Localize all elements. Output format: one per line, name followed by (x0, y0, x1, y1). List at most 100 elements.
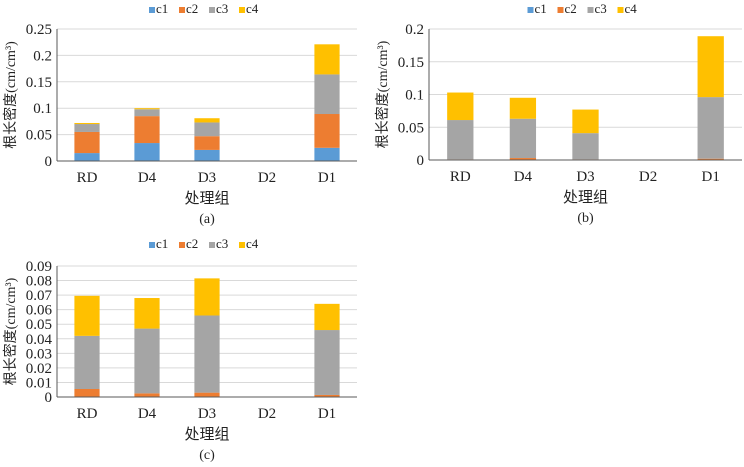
bar-D3-c2 (194, 392, 220, 397)
legend-label: c2 (565, 1, 577, 16)
y-tick-label: 0.08 (26, 274, 52, 290)
legend-swatch-c3 (587, 7, 594, 13)
x-tick-label: D3 (198, 406, 216, 422)
y-tick-label: 0.15 (398, 55, 424, 71)
chart-caption: (b) (577, 211, 594, 226)
bar-RD-c3 (74, 124, 100, 132)
bar-RD-c3 (447, 120, 474, 160)
bar-RD-c2 (74, 388, 100, 397)
x-tick-label: D2 (258, 170, 276, 186)
y-axis-label: 根长密度(cm/cm³) (374, 40, 391, 148)
x-tick-label: RD (450, 169, 471, 185)
bar-RD-c4 (447, 92, 474, 121)
bar-RD-c1 (74, 153, 100, 161)
bar-D1-c3 (314, 74, 340, 115)
bar-D1-c4 (314, 303, 340, 331)
legend-label: c2 (186, 1, 198, 16)
chart-caption: (c) (199, 448, 215, 462)
y-tick-label: 0.05 (26, 128, 52, 144)
y-tick-label: 0 (417, 153, 425, 169)
chart-caption: (a) (199, 212, 215, 227)
legend-label: c4 (246, 1, 259, 16)
legend-label: c1 (156, 1, 168, 16)
x-tick-label: D3 (198, 170, 216, 186)
x-axis-label: 处理组 (184, 190, 229, 207)
x-axis-label: 处理组 (184, 426, 229, 443)
legend-swatch-c3 (209, 242, 215, 248)
legend-swatch-c2 (179, 242, 185, 248)
legend-swatch-c3 (209, 7, 215, 13)
bar-D4-c3 (509, 118, 537, 159)
x-tick-label: D3 (576, 169, 594, 185)
bar-RD-c4 (74, 122, 100, 125)
x-tick-label: D1 (318, 406, 336, 422)
x-tick-label: RD (77, 170, 98, 186)
bar-D3-c2 (194, 136, 220, 150)
y-tick-label: 0.04 (26, 332, 53, 348)
y-tick-label: 0.07 (26, 288, 53, 304)
bar-D3-c4 (572, 109, 599, 134)
bar-D3-c3 (194, 122, 220, 137)
chart-c: 00.010.020.030.040.050.060.070.080.09 RD D… (2, 236, 357, 463)
y-tick-label: 0.1 (405, 88, 424, 104)
bar-D4-c4 (134, 298, 160, 329)
y-tick-label: 0.09 (26, 259, 52, 275)
legend-swatch-c1 (527, 7, 534, 13)
legend-swatch-c1 (149, 242, 155, 248)
y-tick-label: 0.25 (26, 22, 52, 38)
x-tick-label: RD (77, 406, 98, 422)
bar-RD-c4 (74, 295, 100, 336)
y-tick-label: 0.2 (405, 22, 424, 38)
y-tick-label: 0.05 (398, 120, 424, 136)
chart-b: 0 0.05 0.1 0.15 0.2 RD D4 D3 D2 D1 处理组 (b) 根长密度(cm/c… (374, 1, 742, 226)
legend-swatch-c4 (239, 242, 245, 248)
bar-D3-c4 (194, 118, 220, 123)
bar-D3-c1 (194, 149, 220, 161)
y-tick-label: 0.05 (26, 317, 52, 333)
legend-swatch-c2 (557, 7, 564, 13)
legend-label: c4 (246, 236, 259, 251)
legend-label: c3 (595, 1, 607, 16)
y-tick-label: 0.02 (26, 361, 52, 377)
legend-swatch-c4 (617, 7, 624, 13)
y-axis-label: 根长密度(cm/cm³) (2, 41, 19, 149)
bar-D1-c2 (314, 394, 340, 397)
bar-D1-c4 (697, 36, 724, 98)
y-tick-label: 0.1 (33, 101, 52, 117)
y-tick-label: 0.03 (26, 346, 52, 362)
y-tick-label: 0 (45, 390, 53, 406)
bar-D4-c4 (509, 97, 537, 119)
x-tick-label: D2 (258, 406, 276, 422)
y-tick-label: 0.2 (33, 48, 52, 64)
bar-RD-c2 (74, 131, 100, 154)
legend-label: c2 (186, 236, 198, 251)
x-tick-label: D1 (318, 170, 336, 186)
bar-D1-c4 (314, 44, 340, 75)
x-tick-label: D4 (514, 169, 533, 185)
legend-label: c3 (216, 1, 228, 16)
chart-a: 0 0.05 0.1 0.15 0.2 0.25 RD D4 D3 D2 D1 处理组 (a) 根长密度(… (2, 1, 357, 227)
x-axis-label: 处理组 (563, 189, 608, 206)
bar-RD-c3 (74, 335, 100, 389)
bar-D3-c4 (194, 278, 220, 316)
bar-D3-c3 (572, 133, 599, 160)
x-tick-label: D4 (138, 406, 157, 422)
bar-D4-c2 (509, 158, 537, 160)
bar-D4-c2 (134, 393, 160, 397)
bar-D4-c4 (134, 108, 160, 110)
legend-swatch-c2 (179, 7, 185, 13)
bar-D4-c3 (134, 109, 160, 117)
bar-D1-c1 (314, 147, 340, 161)
bar-D1-c2 (697, 158, 724, 160)
bar-D1-c2 (314, 114, 340, 148)
x-tick-label: D2 (639, 169, 657, 185)
bar-D4-c3 (134, 328, 160, 394)
y-tick-label: 0 (45, 154, 53, 170)
legend-swatch-c1 (149, 7, 155, 13)
x-tick-label: D4 (138, 170, 157, 186)
y-tick-label: 0.01 (26, 375, 52, 391)
bar-D4-c1 (134, 143, 160, 161)
x-tick-label: D1 (702, 169, 720, 185)
legend-label: c1 (535, 1, 547, 16)
